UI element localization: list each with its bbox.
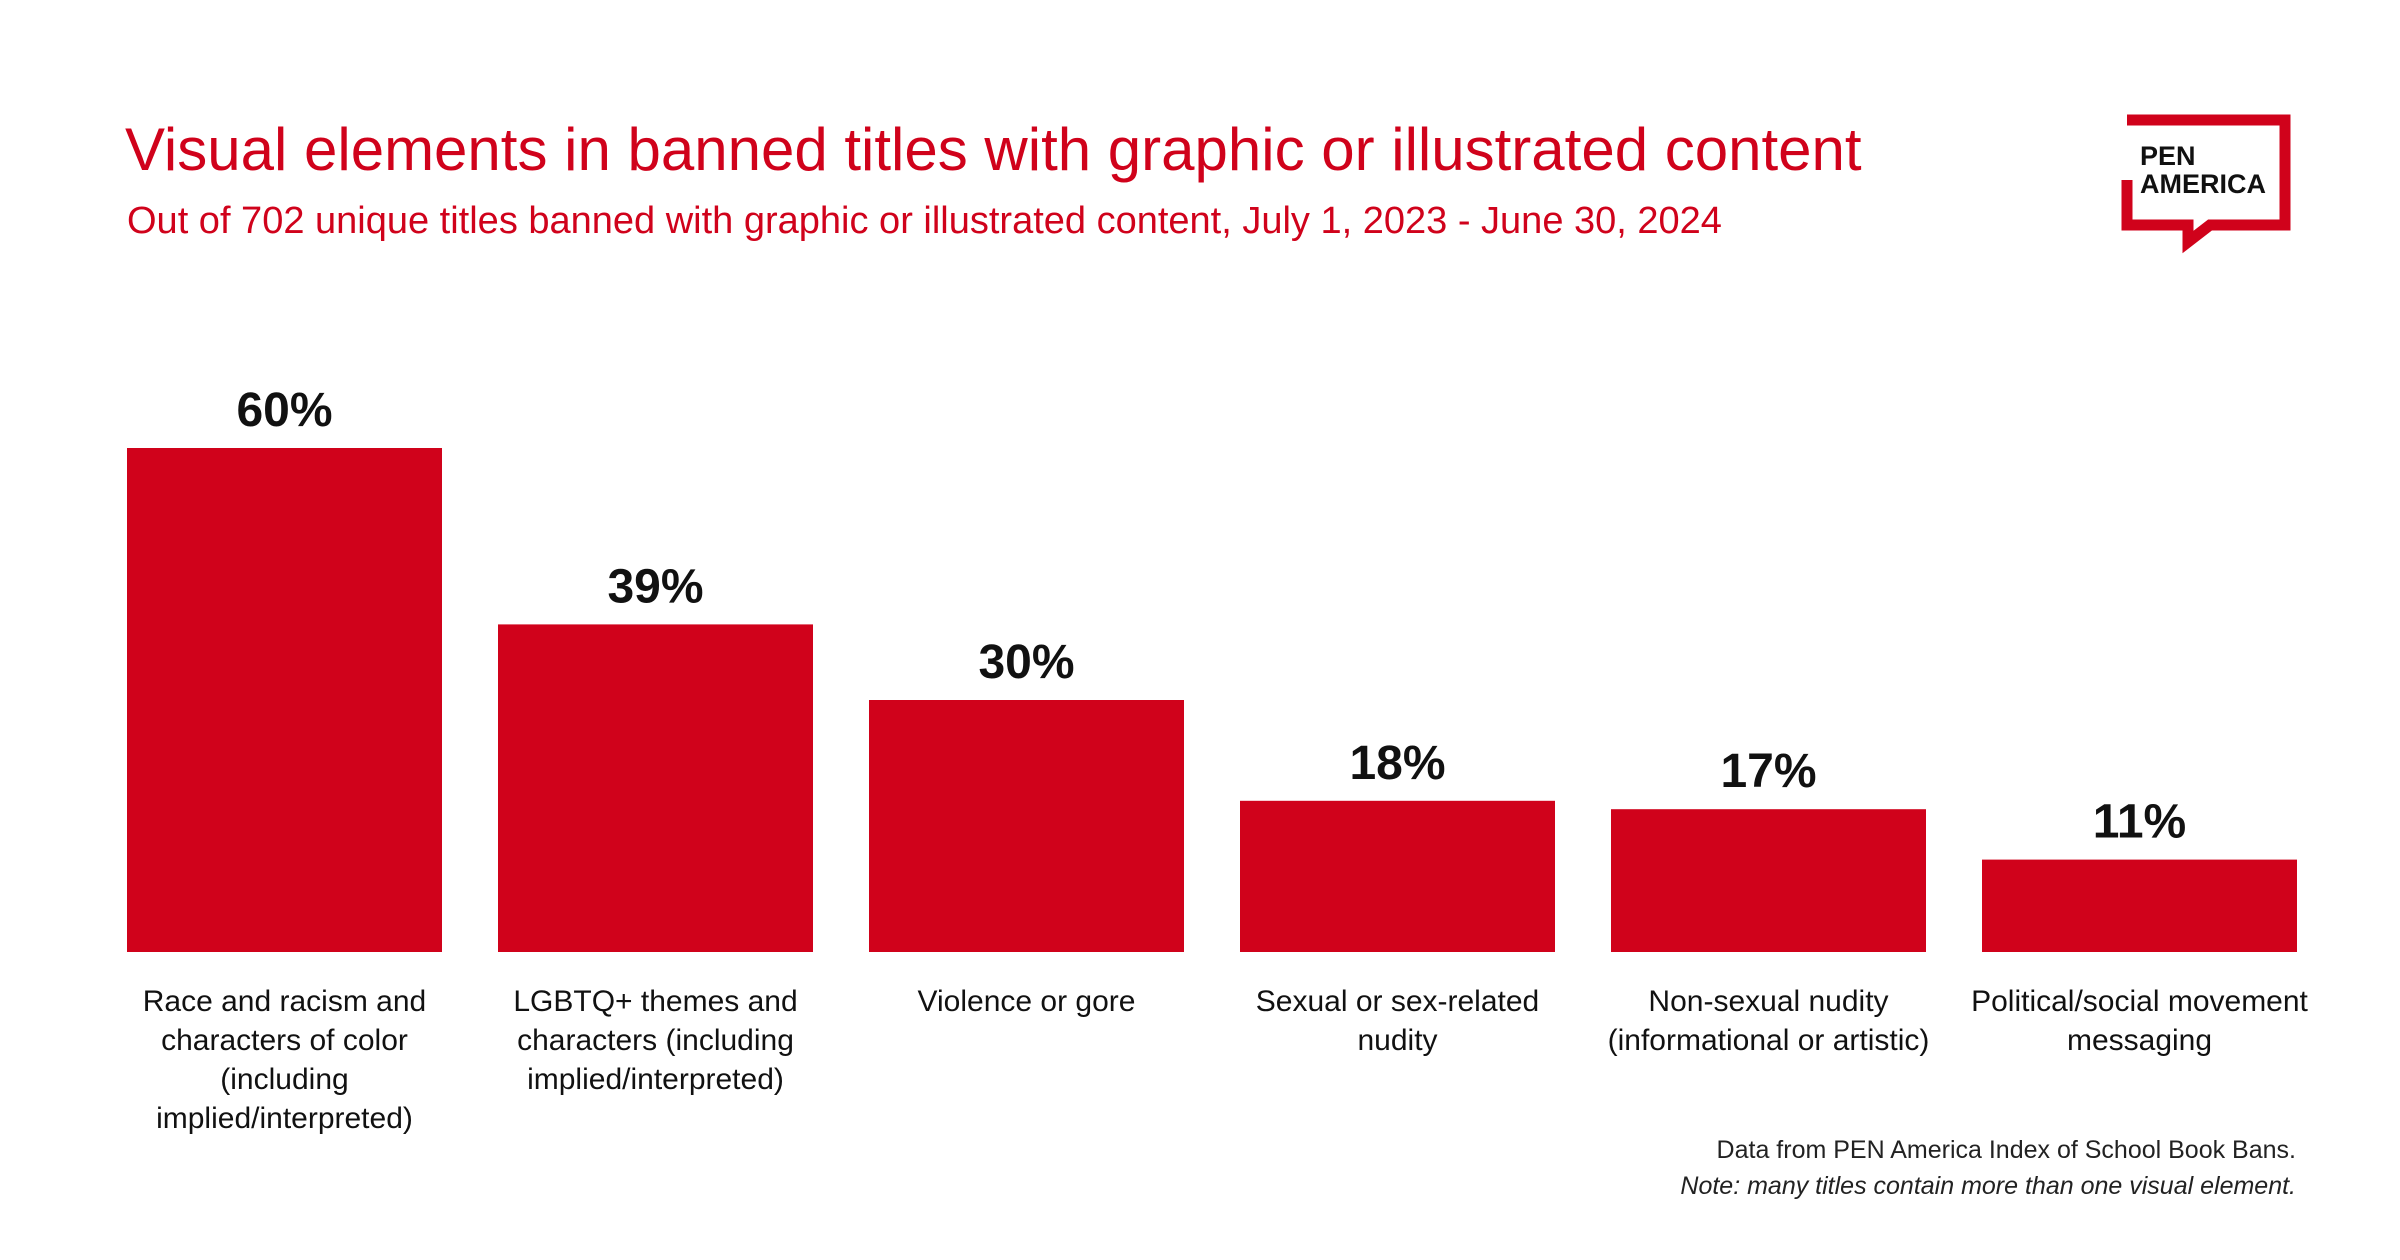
value-label: 17%: [1720, 745, 1816, 798]
x-tick-label: LGBTQ+ themes and characters (including …: [513, 985, 798, 1096]
bar: [1982, 859, 2297, 952]
x-tick-label: Political/social movement messaging: [1971, 985, 2308, 1057]
bar: [498, 624, 813, 952]
note: Note: many titles contain more than one …: [1680, 1172, 2296, 1200]
x-tick-label: Non-sexual nudity (informational or arti…: [1607, 985, 1930, 1057]
value-label: 60%: [236, 384, 332, 437]
bar: [869, 700, 1184, 952]
chart-subtitle: Out of 702 unique titles banned with gra…: [127, 200, 1722, 242]
chart-title: Visual elements in banned titles with gr…: [125, 116, 1862, 183]
bar: [1611, 809, 1926, 952]
x-tick-label: Sexual or sex-related nudity: [1255, 985, 1540, 1057]
value-label: 11%: [2093, 796, 2186, 849]
logo-text: PEN: [2140, 141, 2196, 171]
source: Data from PEN America Index of School Bo…: [1716, 1136, 2296, 1164]
value-label: 39%: [607, 560, 703, 613]
value-label: 30%: [978, 636, 1074, 689]
bar: [1240, 800, 1555, 952]
logo-frame: [2121, 114, 2291, 254]
x-tick-label: Violence or gore: [917, 985, 1136, 1018]
logo-text: AMERICA: [2140, 169, 2266, 199]
bar: [127, 448, 442, 952]
x-tick-label: Race and racism and characters of color …: [142, 985, 427, 1135]
value-label: 18%: [1349, 737, 1445, 790]
